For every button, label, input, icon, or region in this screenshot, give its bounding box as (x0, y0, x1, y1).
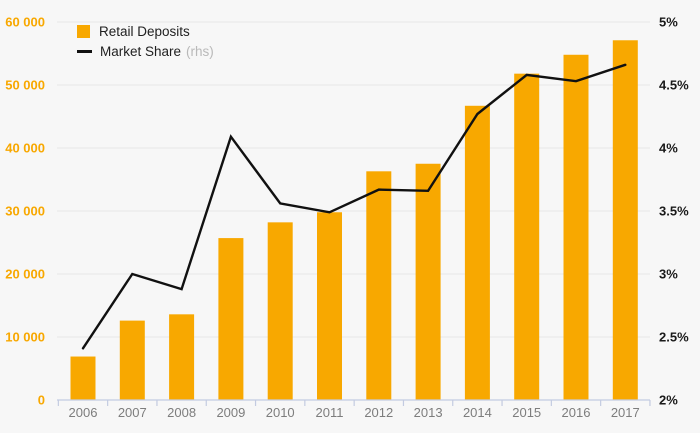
bar-2008 (169, 314, 195, 400)
x-label-2013: 2013 (414, 405, 443, 420)
legend-label: Retail Deposits (99, 24, 190, 39)
legend-bar-swatch-icon (77, 25, 90, 38)
bar-2006 (70, 356, 96, 400)
market-share-line (81, 63, 627, 350)
y-right-label-5: 4.5% (659, 78, 689, 93)
bar-2013 (415, 163, 441, 400)
y-right-label-6: 5% (659, 15, 678, 30)
legend-label: Market Share (100, 44, 182, 59)
y-right-label-3: 3.5% (659, 204, 689, 219)
legend-line-swatch-icon (77, 50, 92, 53)
x-label-2015: 2015 (512, 405, 541, 420)
bar-2012 (366, 171, 392, 400)
y-left-label-4: 40 000 (5, 141, 45, 156)
y-right-label-4: 4% (659, 141, 678, 156)
x-label-2006: 2006 (69, 405, 98, 420)
chart-legend: Retail Deposits Market Share (rhs) (77, 24, 214, 59)
legend-item-retail-deposits: Retail Deposits (77, 24, 214, 39)
bar-2007 (119, 320, 145, 400)
y-left-label-1: 10 000 (5, 330, 45, 345)
bar-2011 (317, 212, 342, 400)
x-label-2014: 2014 (463, 405, 492, 420)
x-label-2008: 2008 (167, 405, 196, 420)
y-right-label-1: 2.5% (659, 330, 689, 345)
y-left-label-3: 30 000 (5, 204, 45, 219)
y-right-label-2: 3% (659, 267, 678, 282)
y-left-label-6: 60 000 (5, 15, 45, 30)
x-label-2011: 2011 (316, 405, 344, 420)
legend-label-suffix: (rhs) (186, 44, 214, 59)
bar-2010 (267, 222, 293, 400)
y-left-label-2: 20 000 (5, 267, 45, 282)
x-label-2007: 2007 (118, 405, 147, 420)
x-label-2010: 2010 (266, 405, 295, 420)
bar-2015 (514, 73, 540, 400)
bar-2017 (612, 40, 638, 401)
y-right-label-0: 2% (659, 393, 678, 408)
y-left-label-0: 0 (38, 393, 45, 408)
x-label-2016: 2016 (562, 405, 591, 420)
bar-2014 (464, 105, 490, 400)
x-label-2012: 2012 (364, 405, 393, 420)
legend-item-market-share: Market Share (rhs) (77, 44, 214, 59)
x-label-2017: 2017 (611, 405, 640, 420)
y-left-label-5: 50 000 (5, 78, 45, 93)
x-label-2009: 2009 (216, 405, 245, 420)
bar-2016 (563, 54, 589, 400)
bar-2009 (218, 238, 244, 400)
